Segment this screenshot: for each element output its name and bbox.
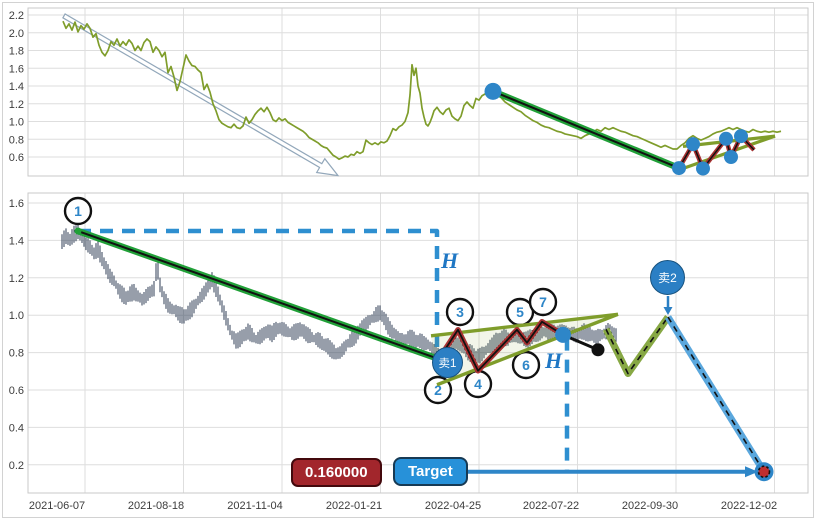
- y-tick-label: 0.8: [9, 134, 24, 146]
- wave-marker-number: 2: [434, 382, 442, 398]
- y-tick-label: 1.0: [9, 310, 24, 322]
- close-dot[interactable]: [591, 343, 605, 357]
- bottom-panel-border: [27, 192, 809, 494]
- sell2-arrowhead: [663, 307, 673, 315]
- y-tick-label: 1.6: [9, 198, 24, 210]
- y-tick-label: 1.8: [9, 46, 24, 58]
- wave-marker-number: 7: [539, 294, 547, 310]
- target-point-inner[interactable]: [757, 465, 771, 479]
- wave-marker-number: 6: [522, 357, 530, 373]
- wave-marker-number: 5: [516, 304, 524, 320]
- wave-marker-number: 4: [474, 376, 482, 392]
- wave-line-bottom-core: [442, 320, 564, 372]
- forecast-line-blue-core: [667, 316, 765, 473]
- sell-2-marker[interactable]: 卖2: [650, 260, 685, 295]
- decline-arrow: [62, 13, 340, 177]
- wave-dot[interactable]: [724, 150, 738, 164]
- x-tick-label: 2021-08-18: [128, 500, 184, 512]
- wave-end-dot[interactable]: [555, 326, 571, 343]
- trend-start-dot[interactable]: [74, 227, 82, 235]
- x-tick-label: 2022-04-25: [425, 500, 481, 512]
- x-tick-label: 2022-12-02: [721, 500, 777, 512]
- x-tick-label: 2022-01-21: [326, 500, 382, 512]
- y-tick-label: 0.4: [9, 422, 24, 434]
- wave-marker-circle[interactable]: [445, 297, 475, 327]
- y-tick-label: 1.4: [9, 81, 24, 93]
- target-arrowhead: [745, 466, 758, 478]
- wave-start-dot[interactable]: [484, 82, 502, 100]
- y-tick-label: 1.6: [9, 63, 24, 75]
- wave-dot[interactable]: [686, 137, 700, 152]
- sell-1-marker[interactable]: 卖1: [432, 347, 463, 378]
- y-tick-label: 1.0: [9, 117, 24, 129]
- wave-dot[interactable]: [734, 129, 748, 144]
- wave-dot[interactable]: [719, 131, 733, 146]
- y-tick-label: 1.4: [9, 235, 24, 247]
- x-tick-label: 2022-07-22: [523, 500, 579, 512]
- y-tick-label: 2.0: [9, 28, 24, 40]
- wave-dot[interactable]: [672, 161, 686, 176]
- stop-price-badge[interactable]: 0.160000: [291, 458, 382, 487]
- forecast-line-green-core: [605, 316, 669, 375]
- y-tick-label: 0.6: [9, 385, 24, 397]
- y-tick-label: 0.2: [9, 460, 24, 472]
- x-tick-label: 2021-11-04: [227, 500, 282, 512]
- price-line-top: [62, 20, 782, 161]
- top-panel-border: [27, 7, 809, 177]
- wave-marker-circle[interactable]: [528, 287, 558, 317]
- x-tick-label: 2022-09-30: [622, 500, 678, 512]
- wave-marker-circle[interactable]: [511, 350, 541, 380]
- y-tick-label: 0.8: [9, 348, 24, 360]
- wave-marker-circle[interactable]: [63, 196, 93, 226]
- wave-dot[interactable]: [696, 161, 710, 176]
- y-tick-label: 0.6: [9, 152, 24, 164]
- measure-line-h1: [78, 228, 440, 353]
- target-badge[interactable]: Target: [393, 457, 468, 486]
- trend-line-top-core: [492, 90, 680, 170]
- trend-line-bottom-core: [77, 230, 447, 363]
- wedge-lower-bottom: [436, 312, 619, 387]
- y-tick-label: 2.2: [9, 10, 24, 22]
- wave-marker-number: 3: [456, 304, 464, 320]
- y-tick-label: 1.2: [9, 273, 24, 285]
- x-tick-label: 2021-06-07: [29, 500, 85, 512]
- y-tick-label: 1.2: [9, 99, 24, 111]
- forecast-line-green: [602, 315, 671, 378]
- wave-marker-number: 1: [74, 203, 82, 219]
